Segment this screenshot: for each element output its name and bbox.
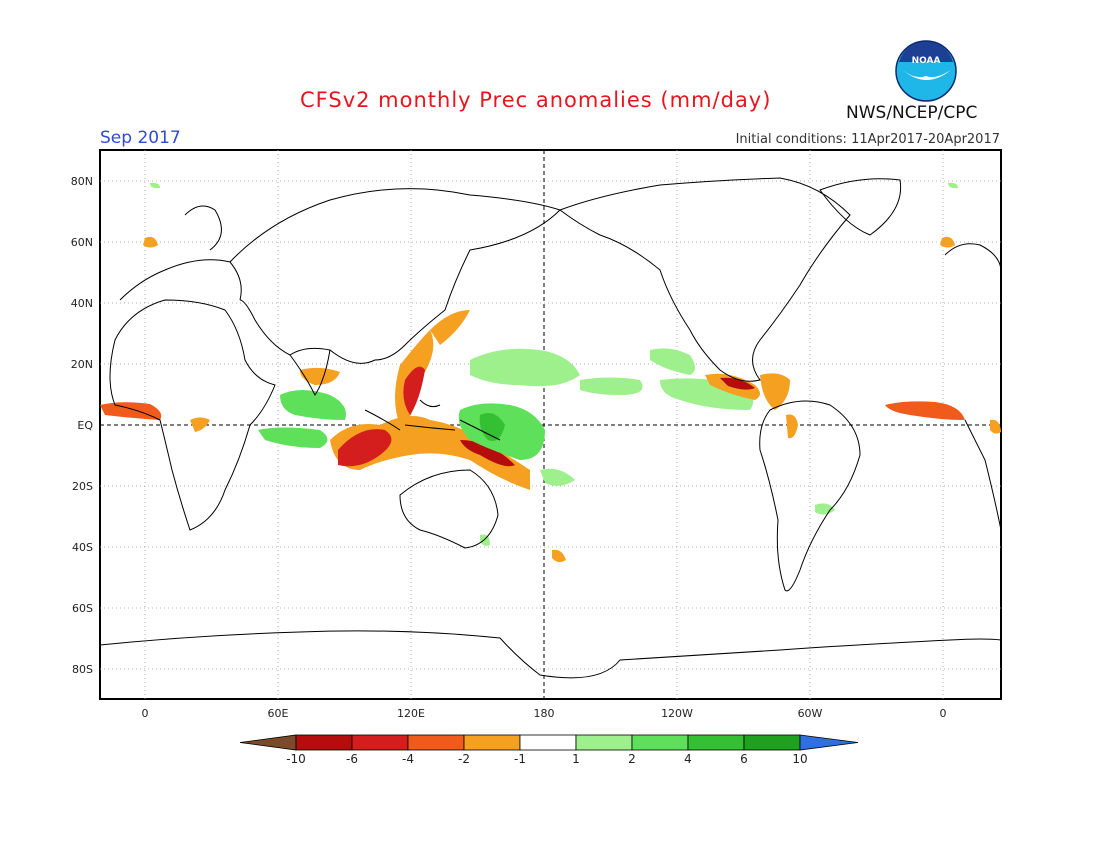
colorbar-segment bbox=[799, 734, 859, 751]
colorbar-segment bbox=[351, 734, 409, 751]
lat-label: 20N bbox=[71, 358, 93, 371]
greenland-outline bbox=[819, 178, 902, 236]
lat-label: EQ bbox=[77, 419, 93, 432]
south-america-outline bbox=[759, 400, 861, 592]
europe-outline-east bbox=[944, 243, 1002, 271]
colorbar-segment bbox=[295, 734, 353, 751]
forecast-month: Sep 2017 bbox=[100, 128, 181, 148]
africa-outline-east bbox=[964, 419, 1002, 531]
svg-text:NOAA: NOAA bbox=[912, 56, 941, 66]
europe-outline bbox=[119, 259, 242, 301]
colorbar-segment bbox=[239, 734, 297, 751]
noaa-logo: NOAA bbox=[895, 40, 957, 102]
colorbar-segment bbox=[519, 734, 577, 751]
lon-label: 60E bbox=[268, 707, 289, 720]
initial-conditions: Initial conditions: 11Apr2017-20Apr2017 bbox=[735, 132, 1000, 147]
australia-outline bbox=[399, 469, 499, 549]
lat-label: 40N bbox=[71, 297, 93, 310]
lat-label: 80S bbox=[72, 663, 93, 676]
antarctica-outline bbox=[99, 630, 1002, 679]
colorbar-segment bbox=[463, 734, 521, 751]
north-america-outline bbox=[558, 177, 851, 382]
colorbar: -10 -6 -4 -2 -1 1 2 4 6 10 bbox=[239, 734, 859, 766]
africa-outline bbox=[109, 299, 276, 531]
colorbar-segment bbox=[407, 734, 465, 751]
lon-label: 0 bbox=[142, 707, 149, 720]
latitude-labels: 80N 60N 40N 20N EQ 20S 40S 60S 80S bbox=[71, 175, 94, 676]
lat-label: 20S bbox=[72, 480, 93, 493]
colorbar-label: -6 bbox=[346, 752, 358, 766]
lat-label: 60N bbox=[71, 236, 93, 249]
lon-label: 60W bbox=[798, 707, 823, 720]
scandinavia-outline bbox=[184, 205, 222, 251]
colorbar-label: 2 bbox=[628, 752, 636, 766]
indonesia-outline bbox=[364, 399, 501, 441]
colorbar-segment bbox=[687, 734, 745, 751]
colorbar-label: 1 bbox=[572, 752, 580, 766]
colorbar-label: 6 bbox=[740, 752, 748, 766]
anomaly-shading bbox=[100, 182, 1001, 563]
colorbar-segment bbox=[743, 734, 801, 751]
india-outline bbox=[289, 349, 331, 396]
lon-label: 120E bbox=[397, 707, 425, 720]
coastlines bbox=[99, 177, 1002, 679]
colorbar-label: -4 bbox=[402, 752, 414, 766]
lat-label: 40S bbox=[72, 541, 93, 554]
colorbar-segment bbox=[575, 734, 633, 751]
longitude-labels: 0 60E 120E 180 120W 60W 0 bbox=[142, 707, 947, 720]
lat-label: 80N bbox=[71, 175, 93, 188]
colorbar-label: 4 bbox=[684, 752, 692, 766]
lat-label: 60S bbox=[72, 602, 93, 615]
colorbar-label: -10 bbox=[286, 752, 306, 766]
lon-label: 180 bbox=[534, 707, 555, 720]
colorbar-label: -1 bbox=[514, 752, 526, 766]
map-title: CFSv2 monthly Prec anomalies (mm/day) bbox=[300, 88, 772, 112]
colorbar-label: -2 bbox=[458, 752, 470, 766]
lon-label: 0 bbox=[940, 707, 947, 720]
lon-label: 120W bbox=[661, 707, 693, 720]
colorbar-label: 10 bbox=[792, 752, 807, 766]
agency-label: NWS/NCEP/CPC bbox=[846, 103, 978, 123]
colorbar-segment bbox=[631, 734, 689, 751]
